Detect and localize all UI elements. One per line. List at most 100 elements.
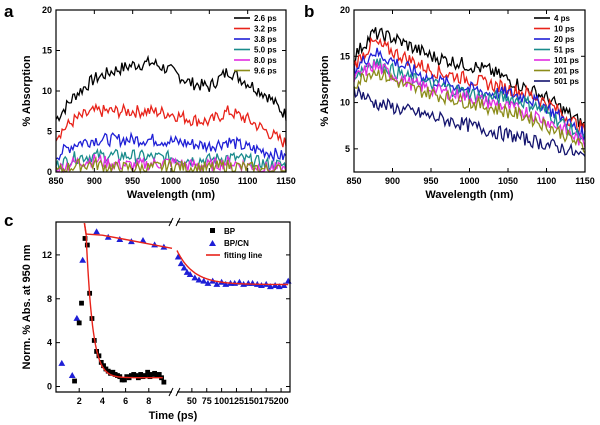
axis-break-mark bbox=[175, 217, 181, 227]
x-tick-label: 2 bbox=[77, 396, 82, 406]
bpcn-data-point bbox=[58, 359, 66, 366]
bp-data-point bbox=[98, 359, 104, 365]
bp-data-point bbox=[161, 379, 167, 385]
bpcn-data-point bbox=[73, 314, 81, 321]
legend-label-bpcn: BP/CN bbox=[224, 239, 249, 248]
bpcn-data-point bbox=[213, 280, 221, 287]
x-tick-label: 4 bbox=[100, 396, 105, 406]
x-tick-label: 900 bbox=[87, 176, 102, 186]
x-tick-label: 850 bbox=[346, 176, 361, 186]
legend-label: 501 ps bbox=[554, 77, 579, 86]
y-tick-label: 0 bbox=[47, 167, 52, 177]
y-tick-label: 10 bbox=[340, 98, 350, 108]
series-2-6-ps-line bbox=[55, 54, 287, 123]
panel-c-frame bbox=[55, 221, 291, 393]
bp-data-point bbox=[82, 236, 88, 241]
legend-label: 201 ps bbox=[554, 67, 579, 76]
bp-data-point bbox=[96, 353, 102, 359]
bp-fit-line bbox=[85, 235, 163, 379]
x-tick-label: 1100 bbox=[537, 176, 557, 186]
bpcn-data-point bbox=[177, 260, 185, 267]
bp-data-point bbox=[84, 242, 90, 248]
x-tick-label: 950 bbox=[125, 176, 140, 186]
bpcn-fit-line-left bbox=[86, 233, 173, 249]
y-tick-label: 5 bbox=[47, 127, 52, 137]
legend-label: 8.0 ps bbox=[254, 56, 277, 65]
legend-label: 51 ps bbox=[554, 46, 575, 55]
legend-swatch-bp bbox=[210, 228, 215, 233]
legend-label: 5.0 ps bbox=[254, 46, 277, 55]
legend-label: 20 ps bbox=[554, 35, 575, 44]
x-tick-label: 1150 bbox=[276, 176, 296, 186]
panel-label-b: b bbox=[304, 2, 314, 21]
bp-data-point bbox=[156, 372, 162, 377]
y-tick-label: 20 bbox=[340, 5, 350, 15]
y-tick-label: 15 bbox=[42, 46, 52, 56]
bpcn-data-point bbox=[180, 264, 188, 271]
panel-b-xlabel: Wavelength (nm) bbox=[425, 189, 514, 201]
x-tick-label: 1050 bbox=[498, 176, 518, 186]
bpcn-fit-rise bbox=[83, 222, 87, 235]
x-tick-label: 1000 bbox=[459, 176, 479, 186]
bp-data-point bbox=[142, 373, 148, 378]
y-tick-label: 12 bbox=[42, 250, 52, 260]
y-tick-label: 4 bbox=[47, 338, 52, 348]
axis-break-mark bbox=[175, 387, 181, 397]
bp-data-point bbox=[72, 378, 77, 384]
series-501-ps-line bbox=[353, 85, 586, 157]
y-tick-label: 20 bbox=[42, 5, 52, 15]
panel-c-ylabel: Norm. % Abs. at 950 nm bbox=[21, 244, 33, 369]
legend-label: 4 ps bbox=[554, 14, 571, 23]
x-tick-label: 1050 bbox=[199, 176, 219, 186]
panel-b: 850 900 950 1000 1050 1100 1150 5 10 15 20 Wavele… bbox=[319, 5, 595, 201]
bpcn-data-point bbox=[186, 271, 194, 278]
axis-break-mark bbox=[168, 387, 174, 397]
x-tick-label: 850 bbox=[48, 176, 63, 186]
y-tick-label: 10 bbox=[42, 86, 52, 96]
y-tick-label: 15 bbox=[340, 51, 350, 61]
series-20-ps-line bbox=[353, 47, 586, 141]
axis-break-mark bbox=[168, 217, 174, 227]
legend-label: 3.8 ps bbox=[254, 35, 277, 44]
series-201-ps-line bbox=[353, 68, 586, 154]
bpcn-data-point bbox=[249, 279, 256, 286]
x-tick-label: 6 bbox=[123, 396, 128, 406]
panel-a-ylabel: % Absorption bbox=[21, 55, 33, 126]
x-tick-label: 950 bbox=[423, 176, 438, 186]
y-tick-label: 5 bbox=[345, 144, 350, 154]
x-tick-label: 1150 bbox=[575, 176, 595, 186]
series-3-8-ps-line bbox=[55, 131, 287, 163]
bpcn-data-point bbox=[79, 256, 87, 263]
panel-label-c: c bbox=[4, 211, 13, 230]
bpcn-data-point bbox=[174, 253, 182, 260]
bpcn-data-point bbox=[139, 237, 147, 244]
bp-data-point bbox=[145, 369, 151, 375]
bpcn-data-point bbox=[204, 279, 212, 286]
legend-label-bp: BP bbox=[224, 227, 236, 236]
x-tick-label: 125 bbox=[229, 396, 244, 406]
legend-label: 101 ps bbox=[554, 56, 579, 65]
bp-data-point bbox=[101, 363, 106, 369]
legend-label: 9.6 ps bbox=[254, 67, 277, 76]
legend-label: 2.6 ps bbox=[254, 14, 277, 23]
bp-data-point bbox=[79, 300, 84, 306]
bpcn-data-point bbox=[191, 274, 199, 281]
bpcn-data-point bbox=[195, 276, 203, 283]
series-4-ps-line bbox=[353, 27, 586, 128]
panel-a-xlabel: Wavelength (nm) bbox=[127, 189, 216, 201]
legend-swatch-bpcn bbox=[209, 240, 216, 246]
legend-label-fit: fitting line bbox=[224, 251, 263, 260]
series-5-0-ps-line bbox=[55, 147, 287, 171]
bpcn-data-point bbox=[93, 228, 100, 235]
x-tick-label: 8 bbox=[146, 396, 151, 406]
panel-a: 850 900 950 1000 1050 1100 1150 0 5 10 15 20 Wavel… bbox=[21, 5, 296, 201]
panel-a-frame bbox=[55, 9, 287, 173]
x-tick-label: 175 bbox=[259, 396, 274, 406]
x-tick-label: 1000 bbox=[161, 176, 181, 186]
x-tick-label: 200 bbox=[274, 396, 289, 406]
legend-label: 3.2 ps bbox=[254, 25, 277, 34]
bpcn-data-point bbox=[200, 277, 208, 284]
bp-data-point bbox=[76, 320, 82, 326]
legend-label: 10 ps bbox=[554, 25, 575, 34]
